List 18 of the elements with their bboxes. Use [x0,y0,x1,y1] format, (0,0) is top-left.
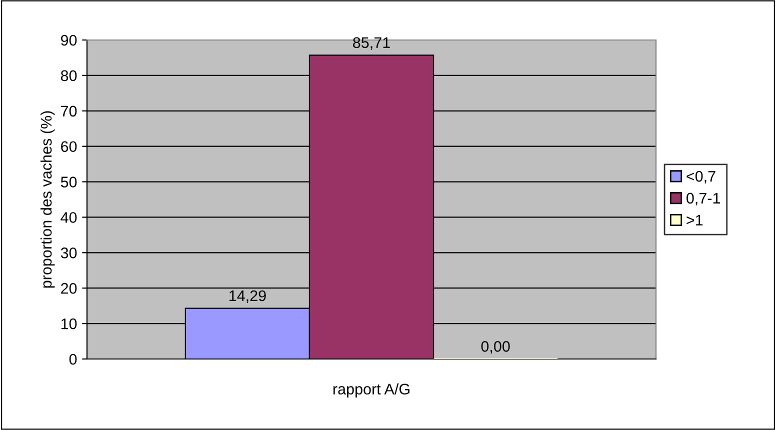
y-tick-label: 90 [61,34,77,46]
y-axis-title: proportion des vaches (%) [40,111,55,288]
legend-label: >1 [686,214,703,226]
y-tick-label: 40 [60,212,77,223]
data-label: 0,00 [481,340,510,354]
data-label: 14,29 [230,290,266,303]
y-tick-label: 10 [61,318,77,330]
y-tick-label: 50 [60,176,77,188]
x-axis-title: rapport A/G [333,383,410,398]
y-tick-label: 80 [60,70,77,82]
y-tick-label: 0 [69,354,77,365]
legend-label: <0,7 [686,170,716,184]
y-tick-label: 70 [61,106,77,117]
y-tick-label: 60 [61,141,77,152]
data-label: 85,71 [353,37,390,50]
legend-label: 0,7-1 [686,192,720,206]
y-tick-label: 30 [60,248,77,258]
y-tick-label: 20 [61,282,77,294]
